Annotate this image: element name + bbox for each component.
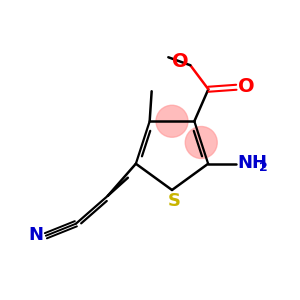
Text: 2: 2 <box>259 161 268 174</box>
Circle shape <box>185 127 217 158</box>
Text: N: N <box>28 226 44 244</box>
Text: NH: NH <box>237 154 267 172</box>
Text: S: S <box>167 192 181 210</box>
Text: O: O <box>172 52 189 71</box>
Circle shape <box>156 105 188 137</box>
Text: O: O <box>238 77 255 96</box>
